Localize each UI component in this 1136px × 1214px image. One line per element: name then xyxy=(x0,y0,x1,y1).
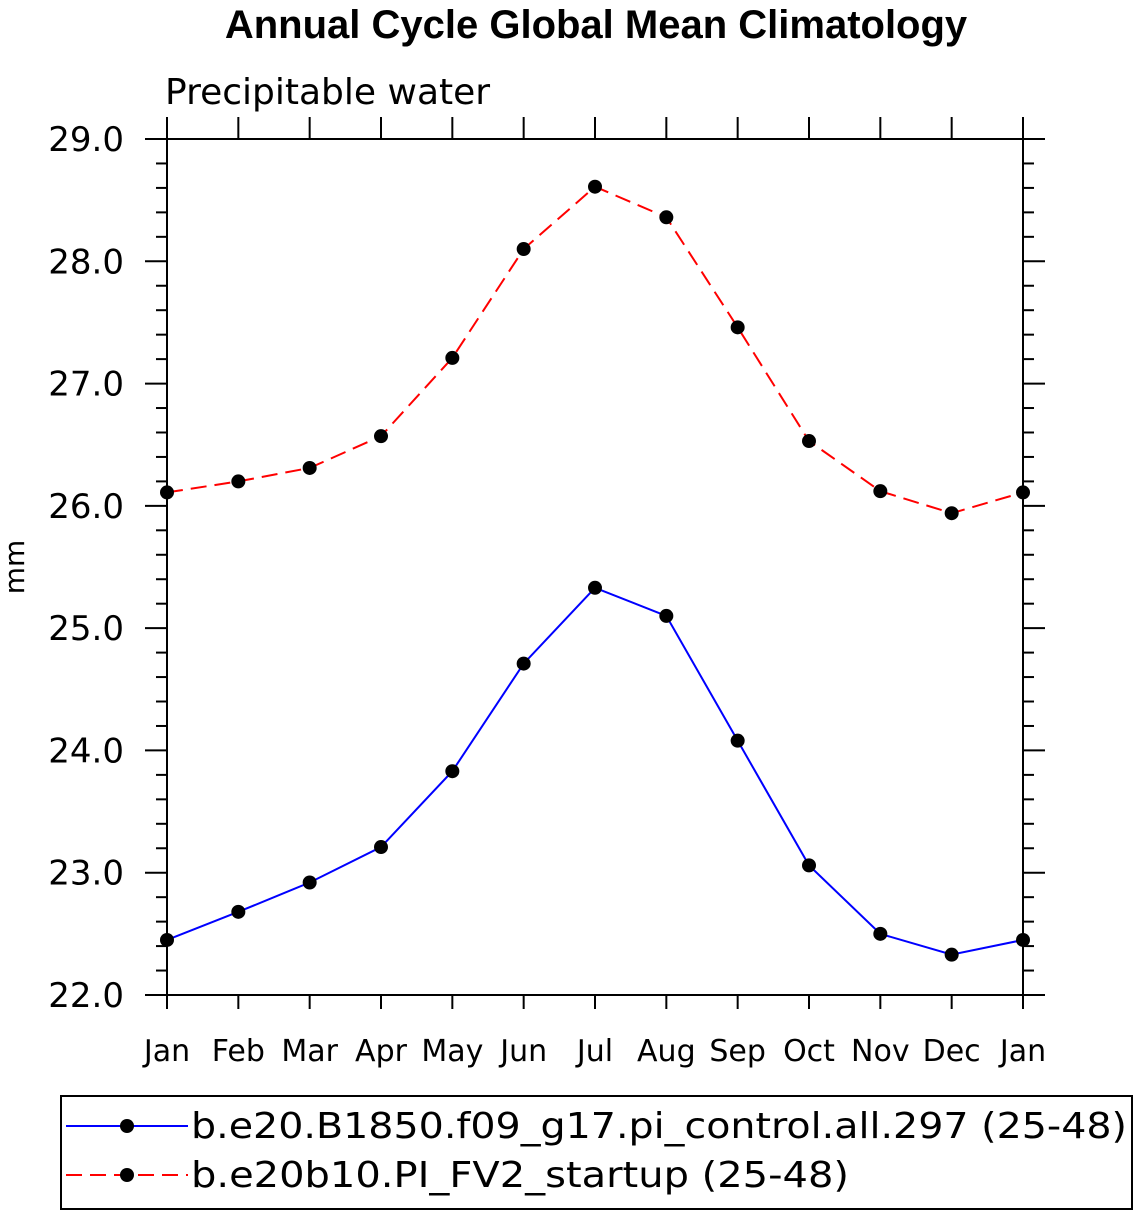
data-point xyxy=(516,656,531,671)
data-point xyxy=(802,858,816,873)
x-tick-label: Oct xyxy=(783,1034,835,1069)
legend-label: b.e20.B1850.f09_g17.pi_control.all.297 (… xyxy=(191,1106,1127,1147)
data-point xyxy=(588,179,602,194)
y-tick-label: 26.0 xyxy=(48,487,124,527)
data-point xyxy=(302,460,317,475)
x-tick-label: Jan xyxy=(998,1034,1046,1069)
legend-label: b.e20b10.PI_FV2_startup (25-48) xyxy=(191,1155,849,1196)
y-tick-label: 24.0 xyxy=(48,731,124,771)
x-tick-label: Nov xyxy=(851,1034,910,1069)
ticks-layer xyxy=(145,117,1045,1009)
x-tick-label: Aug xyxy=(637,1034,696,1069)
data-point xyxy=(231,474,246,489)
x-tick-label: Dec xyxy=(923,1034,981,1069)
y-tick-label: 28.0 xyxy=(48,242,124,282)
y-tick-label: 29.0 xyxy=(48,120,124,160)
chart-subtitle: Precipitable water xyxy=(165,72,490,113)
y-tick-label: 27.0 xyxy=(48,365,124,405)
series-1 xyxy=(160,580,1030,962)
x-tick-label: Jul xyxy=(575,1034,613,1069)
y-tick-label: 25.0 xyxy=(48,609,124,649)
data-point xyxy=(588,580,602,595)
series-line xyxy=(166,586,1024,956)
x-tick-label: Jun xyxy=(498,1034,547,1069)
x-tick-label: Jan xyxy=(142,1034,190,1069)
y-axis-label: mm xyxy=(0,540,31,595)
data-point xyxy=(944,947,959,962)
legend-item: b.e20.B1850.f09_g17.pi_control.all.297 (… xyxy=(66,1106,1127,1147)
y-tick-label: 23.0 xyxy=(48,854,124,894)
legend: b.e20.B1850.f09_g17.pi_control.all.297 (… xyxy=(60,1095,1133,1210)
data-point xyxy=(374,429,388,444)
legend-box xyxy=(60,1095,1133,1210)
chart-title: Annual Cycle Global Mean Climatology xyxy=(225,3,968,47)
data-point xyxy=(944,506,959,521)
data-point xyxy=(873,926,888,941)
data-point xyxy=(730,320,745,335)
data-point xyxy=(374,840,388,855)
legend-item: b.e20b10.PI_FV2_startup (25-48) xyxy=(66,1155,849,1196)
data-point xyxy=(516,242,531,257)
data-point xyxy=(445,350,460,365)
data-point xyxy=(302,875,317,890)
data-point xyxy=(802,434,816,449)
data-point xyxy=(659,210,674,225)
series-line xyxy=(166,185,1024,515)
data-point xyxy=(445,764,460,779)
x-tick-label: Apr xyxy=(355,1034,408,1069)
y-tick-label: 22.0 xyxy=(48,976,124,1016)
data-point xyxy=(231,904,246,919)
plot-frame xyxy=(166,138,1024,996)
x-tick-label: Sep xyxy=(709,1034,766,1069)
y-tick-labels: 22.0 23.0 24.0 25.0 26.0 27.0 28.0 29.0 xyxy=(48,120,124,1016)
legend-marker xyxy=(120,1168,134,1182)
series-2 xyxy=(160,179,1030,521)
x-tick-label: May xyxy=(421,1034,483,1069)
x-tick-label: Feb xyxy=(212,1034,265,1069)
data-point xyxy=(659,608,674,623)
legend-marker xyxy=(120,1119,134,1133)
x-tick-labels: Jan Feb Mar Apr May Jun Jul Aug Sep Oct Nov Dec Jan xyxy=(142,1034,1046,1069)
x-tick-label: Mar xyxy=(281,1034,338,1069)
data-point xyxy=(730,733,745,748)
data-point xyxy=(873,484,888,499)
series-layer xyxy=(160,179,1030,962)
